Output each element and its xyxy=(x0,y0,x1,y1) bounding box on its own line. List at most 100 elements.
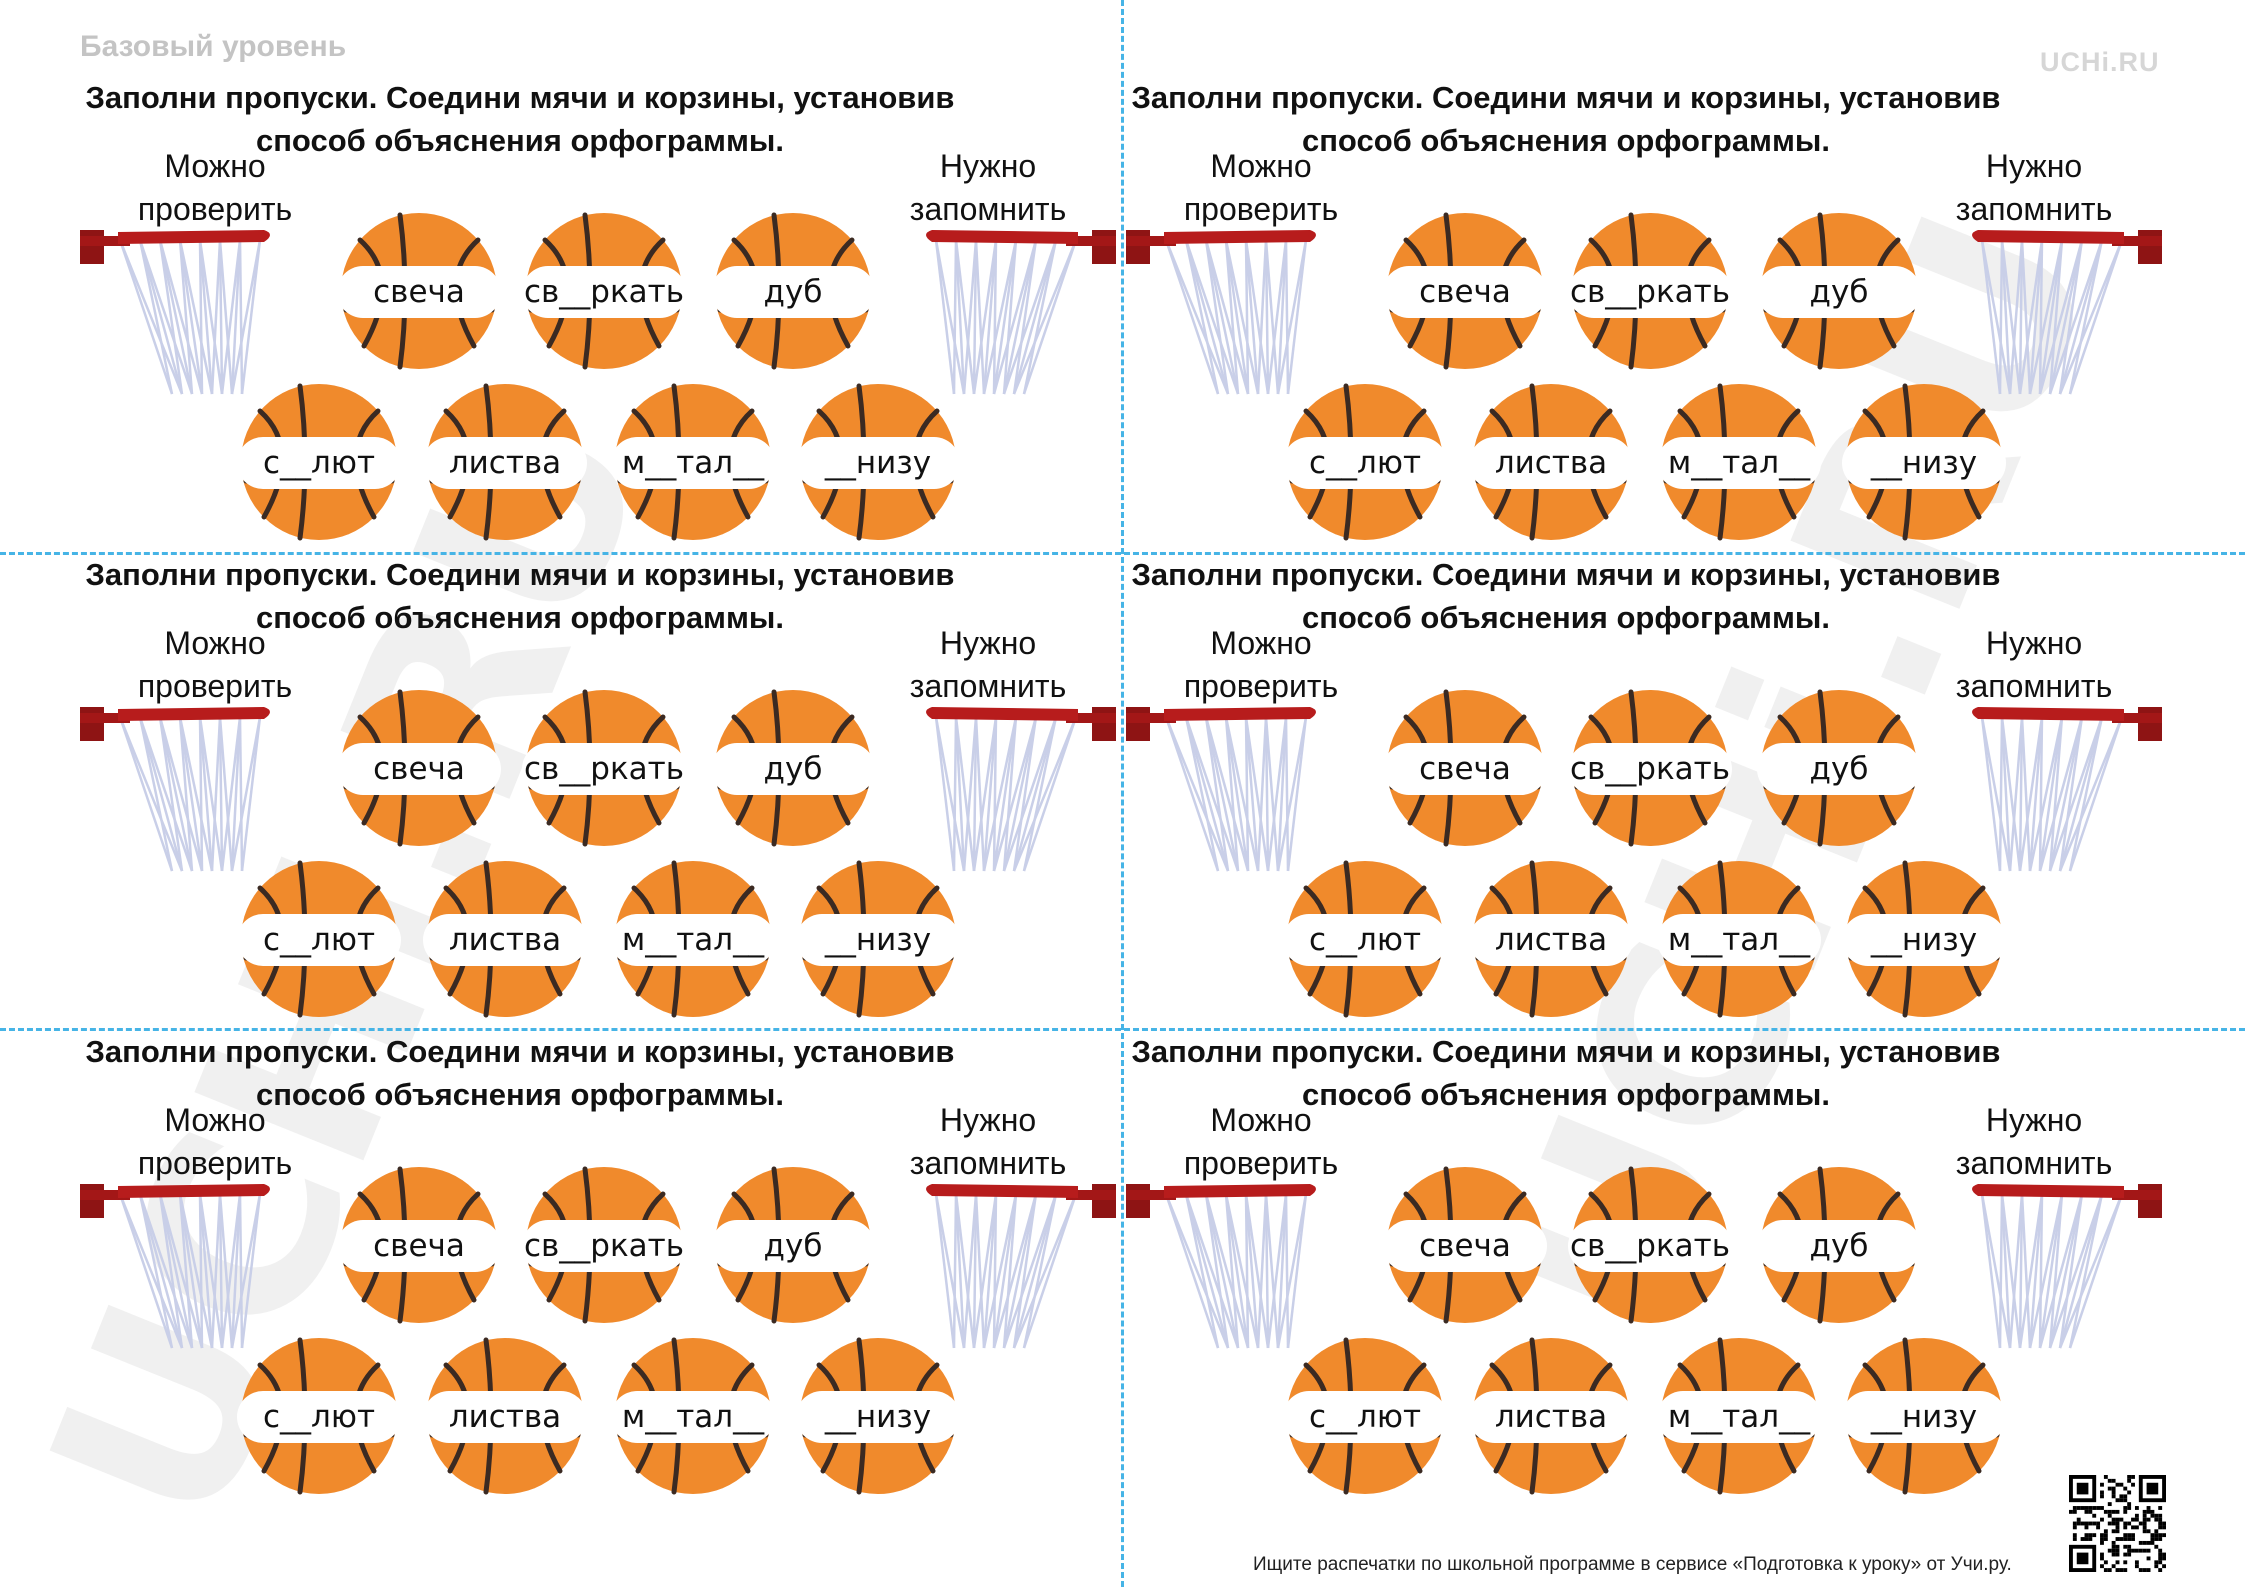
basket-caption-must-memorize: Нужно запомнить xyxy=(1934,145,2134,231)
ball-word[interactable]: с__лют xyxy=(237,1337,401,1495)
task-title-line: Заполни пропуски. Соедини мячи и корзины… xyxy=(85,80,955,115)
word-label: св__ркать xyxy=(522,743,686,795)
worksheet-card: Заполни пропуски. Соедини мячи и корзины… xyxy=(1046,954,2168,1495)
ball-word[interactable]: дуб xyxy=(1757,212,1921,370)
ball-word[interactable]: листва xyxy=(1469,1337,1633,1495)
word-label: св__ркать xyxy=(1568,1220,1732,1272)
task-title: Заполни пропуски. Соедини мячи и корзины… xyxy=(0,76,1040,162)
word-label: св__ркать xyxy=(522,266,686,318)
ball-word[interactable]: с__лют xyxy=(1283,1337,1447,1495)
task-title-line: Заполни пропуски. Соедини мячи и корзины… xyxy=(1131,1034,2001,1069)
word-label: __низу xyxy=(1842,437,2006,489)
word-label: м__тал__ xyxy=(1657,1391,1821,1443)
basketball-hoop-icon xyxy=(926,707,1116,872)
ball-word[interactable]: свеча xyxy=(1383,689,1547,847)
ball-word[interactable]: свеча xyxy=(1383,212,1547,370)
ball-word[interactable]: св__ркать xyxy=(1568,212,1732,370)
word-label: листва xyxy=(1469,914,1633,966)
ball-word[interactable]: св__ркать xyxy=(522,212,686,370)
ball-word[interactable]: __низу xyxy=(1842,860,2006,1018)
ball-word[interactable]: м__тал__ xyxy=(1657,383,1821,541)
level-label: Базовый уровень xyxy=(80,30,347,63)
basket-caption-line: проверить xyxy=(137,191,293,227)
task-title-line: Заполни пропуски. Соедини мячи и корзины… xyxy=(85,557,955,592)
word-label: листва xyxy=(423,914,587,966)
ball-word[interactable]: дуб xyxy=(711,212,875,370)
ball-word[interactable]: м__тал__ xyxy=(1657,1337,1821,1495)
ball-word[interactable]: дуб xyxy=(1757,689,1921,847)
word-label: м__тал__ xyxy=(611,1391,775,1443)
basket-caption-must-memorize: Нужно запомнить xyxy=(1934,622,2134,708)
ball-word[interactable]: св__ркать xyxy=(522,1166,686,1324)
basket-caption-must-memorize: Нужно запомнить xyxy=(888,1099,1088,1185)
task-title: Заполни пропуски. Соедини мячи и корзины… xyxy=(0,553,1040,639)
worksheet-card: Заполни пропуски. Соедини мячи и корзины… xyxy=(0,477,1122,1018)
basket-caption-line: запомнить xyxy=(909,191,1067,227)
word-label: с__лют xyxy=(237,1391,401,1443)
ball-word[interactable]: м__тал__ xyxy=(611,1337,775,1495)
ball-word[interactable]: св__ркать xyxy=(522,689,686,847)
basket-caption-line: запомнить xyxy=(1955,191,2113,227)
word-label: свеча xyxy=(1383,743,1547,795)
ball-word[interactable]: с__лют xyxy=(1283,383,1447,541)
basket-caption-must-memorize: Нужно запомнить xyxy=(1934,1099,2134,1185)
word-label: дуб xyxy=(711,266,875,318)
ball-word[interactable]: м__тал__ xyxy=(1657,860,1821,1018)
word-label: листва xyxy=(1469,1391,1633,1443)
ball-word[interactable]: листва xyxy=(423,383,587,541)
task-title-line: Заполни пропуски. Соедини мячи и корзины… xyxy=(1131,80,2001,115)
ball-word[interactable]: дуб xyxy=(1757,1166,1921,1324)
worksheet-card: Заполни пропуски. Соедини мячи и корзины… xyxy=(0,0,1122,541)
word-label: листва xyxy=(423,437,587,489)
word-label: свеча xyxy=(337,266,501,318)
basket-caption-line: Можно xyxy=(164,1102,266,1138)
basketball-hoop-icon xyxy=(926,1184,1116,1349)
word-label: дуб xyxy=(711,1220,875,1272)
word-label: дуб xyxy=(711,743,875,795)
basket-caption-line: Нужно xyxy=(1985,148,2083,184)
basket-caption-can-check: Можно проверить xyxy=(1161,622,1361,708)
ball-word[interactable]: м__тал__ xyxy=(611,383,775,541)
ball-word[interactable]: свеча xyxy=(1383,1166,1547,1324)
basket-caption-line: Можно xyxy=(1210,148,1312,184)
word-label: дуб xyxy=(1757,1220,1921,1272)
word-label: __низу xyxy=(796,1391,960,1443)
word-label: листва xyxy=(1469,437,1633,489)
ball-word[interactable]: листва xyxy=(1469,860,1633,1018)
ball-word[interactable]: листва xyxy=(423,860,587,1018)
qr-code-icon xyxy=(2069,1475,2166,1572)
basket-caption-line: проверить xyxy=(1183,191,1339,227)
word-label: дуб xyxy=(1757,743,1921,795)
ball-word[interactable]: с__лют xyxy=(237,860,401,1018)
word-label: свеча xyxy=(337,1220,501,1272)
ball-word[interactable]: __низу xyxy=(796,860,960,1018)
ball-word[interactable]: свеча xyxy=(337,212,501,370)
ball-word[interactable]: м__тал__ xyxy=(611,860,775,1018)
word-label: свеча xyxy=(337,743,501,795)
ball-word[interactable]: __низу xyxy=(1842,383,2006,541)
ball-word[interactable]: с__лют xyxy=(1283,860,1447,1018)
ball-word[interactable]: св__ркать xyxy=(1568,1166,1732,1324)
basketball-hoop-icon xyxy=(1972,1184,2162,1349)
basket-caption-can-check: Можно проверить xyxy=(115,145,315,231)
ball-word[interactable]: св__ркать xyxy=(1568,689,1732,847)
ball-word[interactable]: дуб xyxy=(711,689,875,847)
basket-caption-line: Нужно xyxy=(939,625,1037,661)
ball-word[interactable]: __низу xyxy=(796,1337,960,1495)
ball-word[interactable]: свеча xyxy=(337,689,501,847)
task-title: Заполни пропуски. Соедини мячи и корзины… xyxy=(1046,1030,2086,1116)
ball-word[interactable]: __низу xyxy=(796,383,960,541)
basketball-hoop-icon xyxy=(1126,230,1316,395)
basketball-hoop-icon xyxy=(80,707,270,872)
ball-word[interactable]: листва xyxy=(1469,383,1633,541)
word-label: с__лют xyxy=(1283,437,1447,489)
word-label: __низу xyxy=(796,437,960,489)
basketball-hoop-icon xyxy=(1126,707,1316,872)
basket-caption-line: проверить xyxy=(1183,668,1339,704)
basket-caption-must-memorize: Нужно запомнить xyxy=(888,145,1088,231)
ball-word[interactable]: __низу xyxy=(1842,1337,2006,1495)
ball-word[interactable]: свеча xyxy=(337,1166,501,1324)
ball-word[interactable]: с__лют xyxy=(237,383,401,541)
ball-word[interactable]: листва xyxy=(423,1337,587,1495)
ball-word[interactable]: дуб xyxy=(711,1166,875,1324)
